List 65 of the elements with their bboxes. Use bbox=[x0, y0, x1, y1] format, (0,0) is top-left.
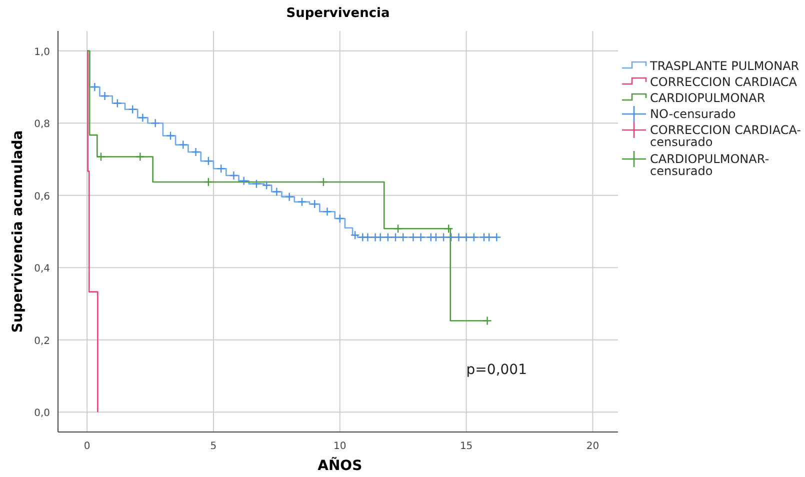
point bbox=[318, 177, 328, 187]
point bbox=[239, 176, 248, 186]
point bbox=[398, 232, 408, 242]
point bbox=[363, 232, 372, 242]
point bbox=[322, 207, 332, 216]
point bbox=[136, 152, 145, 162]
point bbox=[229, 170, 238, 180]
legend-label: TRASPLANTE PULMONAR bbox=[649, 59, 800, 73]
point bbox=[376, 232, 385, 242]
y-tick-label: 1,0 bbox=[34, 46, 50, 58]
point bbox=[216, 164, 226, 174]
point bbox=[431, 232, 441, 242]
point bbox=[492, 232, 502, 242]
point bbox=[90, 82, 100, 92]
point bbox=[390, 232, 400, 242]
point bbox=[100, 91, 110, 101]
point bbox=[204, 177, 214, 187]
point bbox=[252, 179, 262, 188]
legend-label: CARDIOPULMONAR bbox=[650, 91, 766, 105]
point bbox=[204, 156, 214, 166]
point bbox=[310, 199, 320, 209]
point bbox=[191, 147, 200, 157]
annotation: p=0,001 bbox=[466, 362, 528, 378]
point bbox=[297, 197, 307, 206]
x-tick-label: 5 bbox=[210, 441, 217, 452]
y-tick-label: 0,4 bbox=[34, 264, 50, 275]
x-tick-label: 0 bbox=[84, 441, 90, 452]
point bbox=[284, 192, 294, 202]
y-axis-title: Supervivencia acumulada bbox=[10, 130, 26, 333]
point bbox=[178, 140, 188, 150]
point bbox=[484, 232, 494, 242]
legend-label: CORRECCION CARDIACA-censurado bbox=[650, 123, 801, 149]
point bbox=[462, 232, 471, 242]
point bbox=[128, 104, 138, 114]
point bbox=[438, 232, 448, 242]
legend-label: CARDIOPULMONAR-censurado bbox=[650, 152, 770, 178]
x-tick-label: 10 bbox=[334, 441, 346, 452]
y-tick-label: 0,8 bbox=[34, 119, 50, 130]
chart-title: Supervivencia bbox=[286, 6, 390, 21]
point bbox=[408, 232, 418, 242]
point bbox=[482, 316, 492, 326]
x-tick-label: 20 bbox=[586, 441, 600, 452]
y-tick-label: 0,0 bbox=[34, 408, 50, 420]
legend-label: NO-censurado bbox=[650, 107, 736, 121]
point bbox=[350, 230, 360, 240]
point bbox=[150, 118, 160, 128]
point bbox=[272, 187, 282, 196]
x-tick-label: 15 bbox=[460, 441, 473, 452]
x-axis-title: AÑOS bbox=[318, 457, 362, 474]
point bbox=[469, 232, 478, 242]
point bbox=[444, 224, 454, 234]
point bbox=[454, 232, 464, 242]
point bbox=[166, 131, 176, 140]
y-tick-label: 0,6 bbox=[34, 191, 50, 202]
point bbox=[335, 214, 344, 224]
point bbox=[446, 232, 456, 242]
point bbox=[262, 180, 272, 190]
point bbox=[393, 224, 403, 234]
point bbox=[416, 232, 426, 242]
y-tick-label: 0,2 bbox=[34, 336, 50, 347]
point bbox=[383, 232, 393, 242]
point bbox=[138, 113, 148, 122]
legend-label: CORRECCION CARDIACA bbox=[650, 75, 798, 89]
point bbox=[96, 152, 106, 162]
point bbox=[112, 98, 122, 108]
